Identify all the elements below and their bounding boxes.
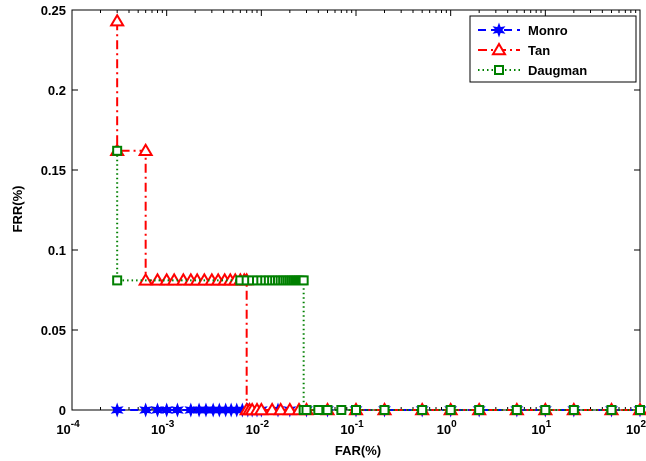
x-tick-exponent: -3 bbox=[165, 419, 174, 430]
data-point-daugman bbox=[313, 405, 324, 415]
data-point-monro bbox=[199, 402, 213, 418]
x-tick-base: 10 bbox=[626, 422, 640, 437]
data-point-daugman bbox=[445, 405, 456, 415]
x-tick-label: 100 bbox=[437, 419, 457, 437]
x-tick-base: 10 bbox=[246, 422, 260, 437]
data-point-daugman bbox=[301, 405, 312, 415]
data-point-daugman bbox=[112, 275, 123, 286]
y-tick-label: 0.05 bbox=[41, 323, 66, 338]
legend: Monro Tan Daugman bbox=[469, 15, 637, 83]
data-point-tan bbox=[282, 402, 298, 416]
legend-label: Monro bbox=[528, 23, 568, 38]
x-axis-label: FAR(%) bbox=[335, 443, 381, 458]
legend-swatch-marker bbox=[492, 22, 506, 38]
data-point-tan bbox=[137, 142, 154, 156]
x-tick-base: 10 bbox=[340, 422, 354, 437]
data-point-daugman bbox=[112, 145, 123, 156]
data-point-daugman bbox=[635, 405, 645, 415]
y-tick-label: 0.15 bbox=[41, 163, 66, 178]
x-tick-exponent: -4 bbox=[71, 419, 80, 430]
data-point-tan bbox=[109, 13, 125, 27]
data-point-daugman bbox=[540, 405, 551, 415]
x-axis-ticks: 10-4 10-3 10-2 10-1 100 101 102 bbox=[56, 10, 646, 437]
legend-swatch-marker bbox=[491, 42, 507, 56]
data-point-monro bbox=[192, 402, 206, 418]
y-tick-label: 0.25 bbox=[41, 3, 66, 18]
data-point-daugman bbox=[298, 275, 309, 286]
data-point-daugman bbox=[474, 405, 485, 415]
x-tick-exponent: -1 bbox=[355, 419, 364, 430]
data-point-monro bbox=[139, 402, 153, 418]
legend-swatch-marker bbox=[494, 65, 504, 75]
data-point-tan bbox=[272, 402, 289, 416]
y-tick-label: 0.1 bbox=[48, 243, 66, 258]
data-point-daugman bbox=[351, 405, 361, 415]
x-tick-base: 10 bbox=[56, 422, 70, 437]
legend-label: Tan bbox=[528, 43, 550, 58]
x-tick-label: 10-3 bbox=[151, 419, 175, 437]
y-axis-label: FRR(%) bbox=[10, 186, 25, 233]
data-point-daugman bbox=[379, 405, 390, 415]
y-tick-label: 0.2 bbox=[48, 83, 66, 98]
x-tick-label: 102 bbox=[626, 419, 646, 437]
series-line-daugman bbox=[116, 150, 640, 411]
x-tick-exponent: -2 bbox=[260, 419, 269, 430]
y-tick-label: 0 bbox=[59, 403, 66, 418]
data-point-daugman bbox=[511, 405, 522, 415]
legend-item-tan: Tan bbox=[478, 42, 550, 58]
legend-label: Daugman bbox=[528, 63, 587, 78]
x-tick-base: 10 bbox=[437, 422, 451, 437]
x-tick-exponent: 2 bbox=[640, 419, 646, 430]
x-tick-base: 10 bbox=[531, 422, 545, 437]
data-point-daugman bbox=[568, 405, 579, 415]
x-tick-exponent: 1 bbox=[546, 419, 552, 430]
series-layer bbox=[109, 13, 646, 418]
y-axis-ticks: 0 0.05 0.1 0.15 0.2 0.25 bbox=[41, 3, 640, 418]
data-point-daugman bbox=[322, 405, 333, 415]
legend-item-monro: Monro bbox=[478, 22, 568, 38]
data-point-tan bbox=[253, 402, 270, 416]
x-tick-label: 10-1 bbox=[340, 419, 364, 437]
x-tick-exponent: 0 bbox=[451, 419, 457, 430]
legend-item-daugman: Daugman bbox=[478, 63, 587, 78]
x-tick-base: 10 bbox=[151, 422, 165, 437]
x-tick-label: 10-4 bbox=[56, 419, 80, 437]
x-tick-label: 10-2 bbox=[246, 419, 270, 437]
data-point-daugman bbox=[606, 405, 617, 415]
data-point-monro bbox=[110, 402, 124, 418]
data-point-monro bbox=[171, 402, 184, 418]
data-point-daugman bbox=[336, 405, 347, 415]
data-point-daugman bbox=[417, 405, 428, 415]
series-daugman bbox=[112, 145, 645, 415]
x-tick-label: 101 bbox=[531, 419, 551, 437]
